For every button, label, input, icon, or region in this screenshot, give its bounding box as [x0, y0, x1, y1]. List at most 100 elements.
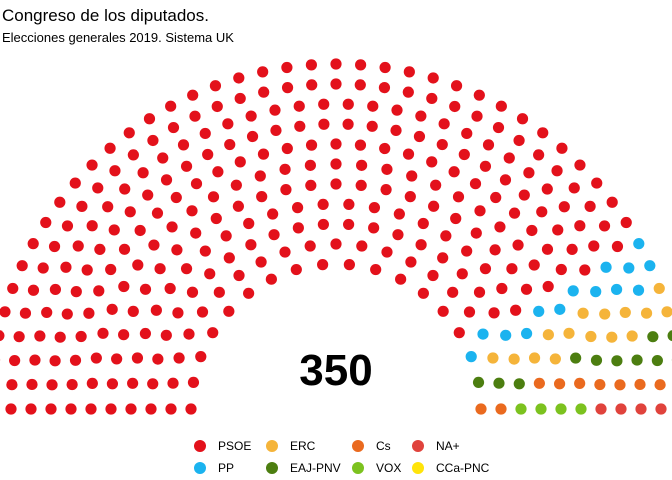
seat-psoe — [127, 149, 139, 161]
seat-psoe — [343, 198, 355, 210]
seat-psoe — [41, 306, 53, 319]
seat-psoe — [436, 138, 448, 151]
seat-psoe — [186, 205, 198, 217]
seat-psoe — [164, 282, 176, 295]
seat-psoe — [461, 127, 473, 140]
seat-psoe — [118, 280, 130, 293]
seat-psoe — [148, 239, 160, 251]
seat-erc — [661, 306, 672, 318]
seat-psoe — [417, 217, 429, 230]
seat-psoe — [104, 142, 116, 154]
legend-swatch — [352, 462, 364, 474]
seat-psoe — [270, 124, 282, 136]
seat-psoe — [469, 178, 482, 190]
seat-psoe — [167, 121, 180, 134]
seat-psoe — [393, 208, 405, 220]
seat-psoe — [223, 305, 235, 317]
seat-psoe — [558, 201, 570, 213]
seat-psoe — [503, 152, 515, 164]
seat-erc — [508, 353, 520, 365]
legend-swatch — [352, 440, 364, 452]
seat-psoe — [368, 222, 380, 234]
seat-cs — [654, 379, 666, 391]
seat-psoe — [171, 244, 183, 256]
seat-psoe — [123, 127, 135, 139]
seat-psoe — [254, 170, 266, 182]
legend-label: PP — [218, 461, 235, 475]
seat-psoe — [606, 196, 618, 208]
seat-psoe — [0, 306, 11, 318]
seat-psoe — [403, 66, 415, 78]
seat-psoe — [279, 246, 291, 258]
seat-psoe — [160, 329, 172, 341]
seat-psoe — [209, 80, 222, 92]
seat-psoe — [257, 148, 270, 160]
seat-eaj-pnv — [611, 355, 623, 367]
seat-psoe — [134, 224, 146, 237]
legend-swatch — [412, 440, 424, 452]
seat-psoe — [280, 184, 292, 196]
seat-psoe — [124, 206, 136, 218]
seat-psoe — [488, 307, 500, 319]
seat-psoe — [490, 191, 502, 204]
seat-psoe — [281, 61, 293, 74]
seat-psoe — [75, 330, 87, 343]
seat-psoe — [304, 240, 316, 252]
seat-cs — [475, 403, 487, 415]
seat-psoe — [516, 113, 529, 125]
seat-psoe — [305, 59, 317, 71]
seat-erc — [640, 307, 653, 319]
seat-psoe — [551, 165, 563, 177]
seat-psoe — [368, 202, 381, 214]
seat-psoe — [318, 98, 330, 110]
seat-psoe — [448, 166, 460, 178]
seat-psoe — [257, 66, 269, 78]
seat-psoe — [160, 174, 173, 186]
seat-psoe — [72, 240, 84, 252]
seat-psoe — [180, 263, 193, 275]
seat-psoe — [234, 92, 246, 105]
seat-psoe — [234, 156, 246, 168]
seat-psoe — [152, 353, 164, 365]
legend-item-psoe: PSOE — [194, 437, 251, 455]
seat-pp — [590, 286, 602, 298]
seat-erc — [606, 331, 618, 343]
seat-psoe — [180, 160, 193, 172]
seat-psoe — [165, 100, 177, 112]
seat-psoe — [413, 130, 426, 143]
seat-cs — [594, 378, 606, 391]
seat-psoe — [591, 177, 603, 189]
seat-psoe — [496, 282, 508, 295]
legend-item-cs: Cs — [352, 437, 391, 455]
seat-psoe — [406, 170, 418, 182]
legend-swatch — [194, 462, 206, 474]
legend-label: CCa-PNC — [436, 461, 490, 475]
seat-psoe — [542, 280, 554, 293]
seat-psoe — [584, 200, 596, 212]
legend-swatch — [266, 440, 278, 452]
seat-psoe — [292, 222, 304, 234]
seat-psoe — [574, 159, 586, 171]
seat-psoe — [94, 243, 106, 256]
seat-psoe — [306, 79, 318, 91]
seat-psoe — [541, 243, 554, 255]
seat-psoe — [9, 354, 21, 367]
seat-psoe — [81, 264, 93, 276]
seat-eaj-pnv — [493, 377, 505, 389]
seat-pp — [633, 238, 645, 250]
seat-psoe — [343, 218, 355, 231]
seat-psoe — [317, 198, 329, 210]
seat-eaj-pnv — [590, 354, 603, 366]
seat-psoe — [555, 263, 567, 276]
seat-psoe — [157, 152, 169, 164]
seat-cs — [495, 403, 507, 415]
seat-psoe — [150, 304, 162, 316]
seat-psoe — [119, 183, 131, 195]
seat-psoe — [450, 80, 463, 92]
seat-psoe — [370, 263, 382, 276]
legend-label: NA+ — [436, 439, 460, 453]
seat-psoe — [518, 189, 530, 201]
seat-psoe — [102, 201, 114, 213]
seat-eaj-pnv — [513, 378, 525, 390]
seat-psoe — [269, 104, 281, 116]
